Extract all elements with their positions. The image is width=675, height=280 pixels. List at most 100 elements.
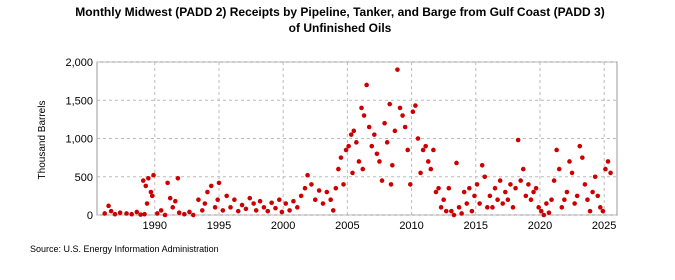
- data-point: [117, 210, 123, 216]
- data-point: [279, 209, 285, 215]
- data-point: [592, 174, 598, 180]
- y-tick-label: 500: [75, 172, 93, 184]
- data-point: [449, 208, 454, 214]
- data-point: [446, 185, 452, 191]
- data-point: [298, 193, 304, 199]
- data-point: [436, 185, 441, 191]
- data-point: [146, 175, 151, 181]
- x-tick-label: 2005: [335, 220, 359, 232]
- data-point: [265, 208, 271, 214]
- data-point: [551, 178, 557, 183]
- data-point: [199, 208, 205, 213]
- data-point: [513, 185, 518, 191]
- data-point: [598, 205, 603, 210]
- data-point: [400, 113, 405, 118]
- data-point: [533, 185, 539, 191]
- data-point: [251, 201, 256, 206]
- data-point: [520, 166, 526, 172]
- y-tick-label: 1,000: [65, 134, 93, 146]
- data-point: [572, 201, 577, 206]
- data-point: [397, 105, 403, 111]
- data-point: [140, 178, 146, 183]
- data-point: [518, 178, 524, 183]
- data-point: [431, 147, 436, 153]
- data-point: [402, 124, 408, 130]
- data-point: [294, 205, 300, 210]
- data-point: [269, 200, 274, 206]
- data-point: [138, 212, 143, 217]
- data-point: [261, 205, 267, 210]
- data-point: [112, 211, 118, 217]
- data-point: [330, 208, 336, 213]
- data-point: [531, 189, 536, 195]
- data-point: [291, 198, 296, 204]
- data-point: [549, 197, 554, 202]
- data-point: [346, 143, 351, 149]
- data-point: [474, 182, 480, 187]
- data-point: [190, 212, 196, 218]
- data-point: [374, 151, 380, 157]
- x-tick-label: 2010: [399, 220, 423, 232]
- data-point: [228, 205, 233, 210]
- data-point: [562, 197, 567, 202]
- data-point: [324, 189, 330, 195]
- data-point: [443, 208, 449, 214]
- data-point: [277, 197, 282, 202]
- data-point: [587, 208, 593, 214]
- data-point: [187, 209, 192, 215]
- data-point: [390, 162, 395, 168]
- data-point: [603, 166, 608, 172]
- data-point: [580, 155, 585, 160]
- y-axis-label: Thousand Barrels: [37, 101, 48, 180]
- data-point: [438, 205, 444, 210]
- data-point: [490, 205, 495, 210]
- data-point: [348, 132, 354, 137]
- data-point: [482, 174, 488, 180]
- data-point: [215, 197, 220, 202]
- data-point: [257, 198, 263, 204]
- chart-title: of Unfinished Oils: [289, 21, 392, 35]
- data-point: [492, 185, 498, 191]
- data-point: [129, 211, 134, 217]
- data-point: [372, 132, 377, 137]
- data-point: [364, 82, 369, 88]
- data-point: [351, 128, 357, 134]
- data-point: [420, 147, 426, 153]
- data-point: [418, 170, 423, 176]
- x-tick-label: 2025: [592, 220, 616, 232]
- data-point: [379, 178, 385, 183]
- data-point: [459, 211, 464, 216]
- data-point: [144, 201, 150, 206]
- data-point: [500, 201, 506, 206]
- data-point: [305, 172, 310, 178]
- data-point: [541, 212, 547, 218]
- data-point: [392, 128, 398, 134]
- data-point: [567, 159, 572, 164]
- data-point: [523, 193, 529, 199]
- data-point: [461, 189, 467, 195]
- data-point: [158, 208, 164, 213]
- data-point: [425, 159, 431, 164]
- data-point: [361, 113, 367, 118]
- data-point: [309, 182, 314, 187]
- data-point: [182, 211, 187, 217]
- data-point: [196, 197, 201, 202]
- data-point: [287, 208, 292, 213]
- data-point: [510, 205, 516, 210]
- data-point: [208, 183, 214, 189]
- data-point: [205, 189, 210, 195]
- data-point: [369, 143, 375, 149]
- source-note: Source: U.S. Energy Information Administ…: [30, 244, 219, 254]
- data-point: [134, 209, 140, 215]
- data-point: [536, 205, 541, 210]
- data-point: [247, 195, 253, 201]
- data-point: [574, 193, 580, 199]
- data-point: [395, 67, 400, 72]
- data-point: [608, 170, 613, 176]
- data-point: [239, 202, 245, 208]
- data-point: [538, 208, 544, 214]
- data-point: [151, 172, 156, 178]
- data-point: [243, 206, 249, 212]
- data-point: [423, 143, 428, 149]
